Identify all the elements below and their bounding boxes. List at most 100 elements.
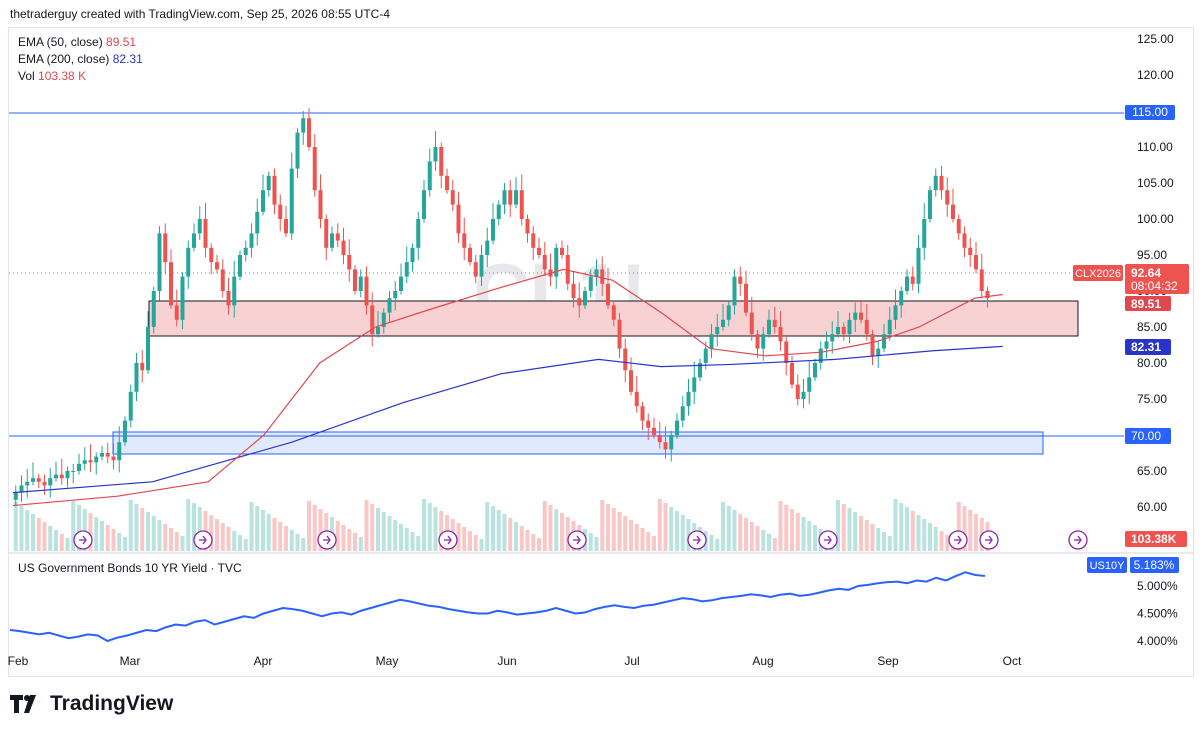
candle-body — [749, 312, 754, 335]
candle-body — [629, 370, 633, 392]
volume-bar — [192, 503, 196, 551]
candle-body — [778, 327, 783, 342]
svg-text:82.31: 82.31 — [1131, 340, 1161, 354]
candle-body — [496, 204, 501, 219]
volume-bar — [186, 499, 191, 551]
candle-body — [312, 147, 317, 191]
candle-body — [272, 175, 277, 205]
earnings-event-icon[interactable] — [73, 530, 93, 550]
attribution: thetraderguy created with TradingView.co… — [10, 7, 390, 21]
volume-bar — [169, 528, 173, 551]
candle-body — [882, 334, 886, 349]
last-price-badge: 92.64 08:04:32 — [1125, 264, 1189, 294]
volume-bar — [163, 524, 168, 551]
time-axis[interactable]: Feb Mar Apr May Jun Jul Aug Sep Oct — [8, 654, 1022, 668]
candle-body — [675, 420, 679, 435]
legend-ema50[interactable]: EMA (50, close) 89.51 — [18, 35, 136, 49]
candle-body — [899, 291, 904, 306]
volume-bar — [370, 504, 375, 551]
volume-bar — [48, 526, 53, 551]
volume-bar — [922, 519, 927, 551]
candle-body — [243, 247, 248, 255]
volume-bar — [180, 536, 185, 551]
earnings-event-icon[interactable] — [317, 530, 337, 550]
candle-body — [278, 204, 283, 219]
earnings-event-icon[interactable] — [818, 530, 838, 550]
volume-bar — [841, 504, 846, 551]
volume-bar — [468, 531, 472, 551]
volume-bar — [560, 513, 564, 551]
volume-bar — [128, 500, 133, 551]
volume-bar — [238, 535, 242, 551]
volume-bar — [853, 512, 858, 551]
candle-body — [755, 334, 760, 349]
dividend-event-icon[interactable] — [979, 530, 999, 550]
volume-bar — [508, 518, 513, 551]
candle-body — [623, 348, 628, 371]
candle-body — [410, 247, 415, 263]
earnings-event-icon[interactable] — [948, 530, 968, 550]
candle-body — [335, 233, 340, 241]
volume-bar — [864, 520, 869, 551]
candle-body — [65, 471, 70, 479]
volume-bar — [473, 535, 478, 551]
candle-body — [502, 190, 507, 205]
volume-bar — [611, 508, 616, 551]
candle-body — [450, 190, 455, 205]
candle-body — [71, 471, 76, 472]
volume-bar — [94, 517, 99, 551]
volume-bar — [813, 525, 817, 551]
candle-body — [266, 175, 271, 191]
candle-body — [813, 363, 817, 378]
volume-bar — [485, 502, 490, 551]
candle-body — [686, 391, 691, 407]
earnings-event-icon[interactable] — [567, 530, 587, 550]
candle-body — [427, 161, 432, 191]
volume-bar — [640, 528, 645, 551]
candle-body — [525, 219, 530, 234]
volume-bar — [422, 499, 426, 551]
brand-name: TradingView — [50, 692, 174, 715]
yield-tick: 5.000% — [1137, 579, 1178, 593]
earnings-event-icon[interactable] — [1068, 530, 1088, 550]
volume-bar — [255, 506, 260, 551]
volume-bar — [657, 499, 662, 551]
earnings-event-icon[interactable] — [438, 530, 458, 550]
candle-body — [13, 492, 18, 500]
volume-bar — [146, 512, 150, 551]
earnings-event-icon[interactable] — [687, 530, 707, 550]
candle-body — [387, 298, 392, 313]
candle-body — [94, 456, 99, 463]
ema200-badge: 82.31 — [1125, 339, 1171, 355]
yield-scale[interactable]: 5.000% 4.500% 4.000% — [1137, 579, 1178, 648]
candle-body — [537, 247, 541, 255]
legend-ema200[interactable]: EMA (200, close) 82.31 — [18, 52, 143, 66]
candle-body — [341, 240, 346, 255]
volume-bar — [790, 509, 794, 551]
volume-bar — [594, 537, 599, 551]
volume-bar — [439, 511, 444, 551]
volume-bar — [59, 534, 64, 551]
volume-bar — [974, 514, 978, 551]
candle-body — [433, 147, 438, 162]
candle-body — [151, 291, 156, 327]
candle-body — [646, 420, 651, 428]
tradingview-logo-icon — [10, 695, 36, 713]
svg-text:89.51: 89.51 — [1131, 297, 1161, 311]
candle-body — [841, 327, 846, 335]
tradingview-logo[interactable]: TradingView — [10, 692, 173, 716]
volume-bar — [525, 530, 530, 551]
candle-body — [606, 283, 610, 306]
candle-body — [726, 305, 731, 320]
candle-body — [358, 276, 363, 291]
candle-body — [232, 276, 237, 306]
volume-bar — [600, 500, 605, 551]
candle-body — [134, 363, 139, 392]
candle-body — [261, 190, 265, 212]
legend-vol[interactable]: Vol 103.38 K — [18, 69, 86, 83]
candle-body — [945, 190, 950, 205]
earnings-event-icon[interactable] — [193, 530, 213, 550]
candle-body — [542, 255, 547, 270]
event-markers[interactable] — [73, 530, 1088, 550]
